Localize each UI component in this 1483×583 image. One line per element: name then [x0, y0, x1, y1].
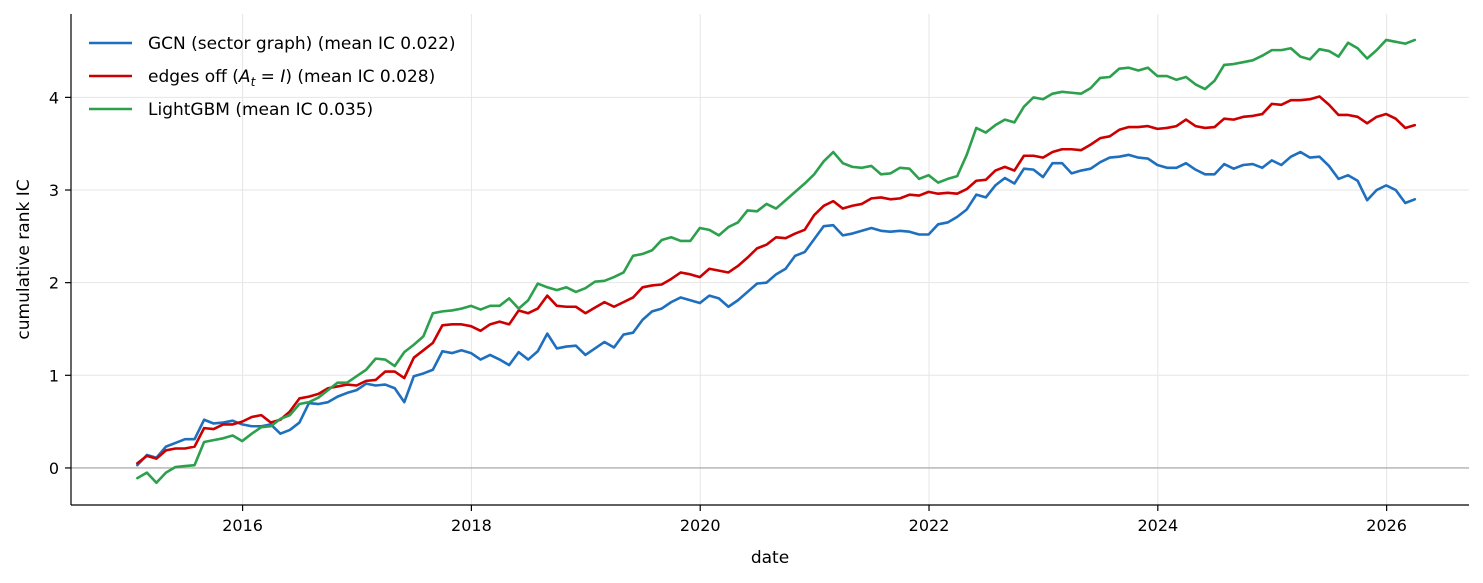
- y-tick-label: 1: [49, 366, 59, 385]
- y-axis-title: cumulative rank IC: [14, 179, 34, 339]
- x-tick-label: 2016: [222, 516, 263, 535]
- y-ticks: 0 1 2 3 4: [49, 88, 71, 478]
- x-tick-label: 2022: [909, 516, 950, 535]
- legend-label-0: GCN (sector graph) (mean IC 0.022): [148, 34, 456, 54]
- legend-label-1: edges off (At = I) (mean IC 0.028): [148, 67, 435, 89]
- legend: GCN (sector graph) (mean IC 0.022) edges …: [89, 34, 456, 120]
- series-line-0: [136, 150, 1417, 467]
- y-tick-label: 2: [49, 274, 59, 293]
- series-layer: [136, 38, 1417, 485]
- x-tick-label: 2026: [1366, 516, 1407, 535]
- series-line-2: [136, 38, 1417, 485]
- y-tick-label: 3: [49, 181, 59, 200]
- x-tick-label: 2024: [1137, 516, 1178, 535]
- x-tick-label: 2018: [451, 516, 492, 535]
- y-tick-label: 0: [49, 459, 59, 478]
- x-axis-title: date: [751, 548, 789, 568]
- legend-label-2: LightGBM (mean IC 0.035): [148, 100, 373, 120]
- y-tick-label: 4: [49, 88, 59, 107]
- series-line-1: [136, 95, 1417, 465]
- grid-lines: [71, 14, 1469, 505]
- x-ticks: 2016 2018 2020 2022 2024 2026: [222, 505, 1407, 535]
- x-tick-label: 2020: [680, 516, 721, 535]
